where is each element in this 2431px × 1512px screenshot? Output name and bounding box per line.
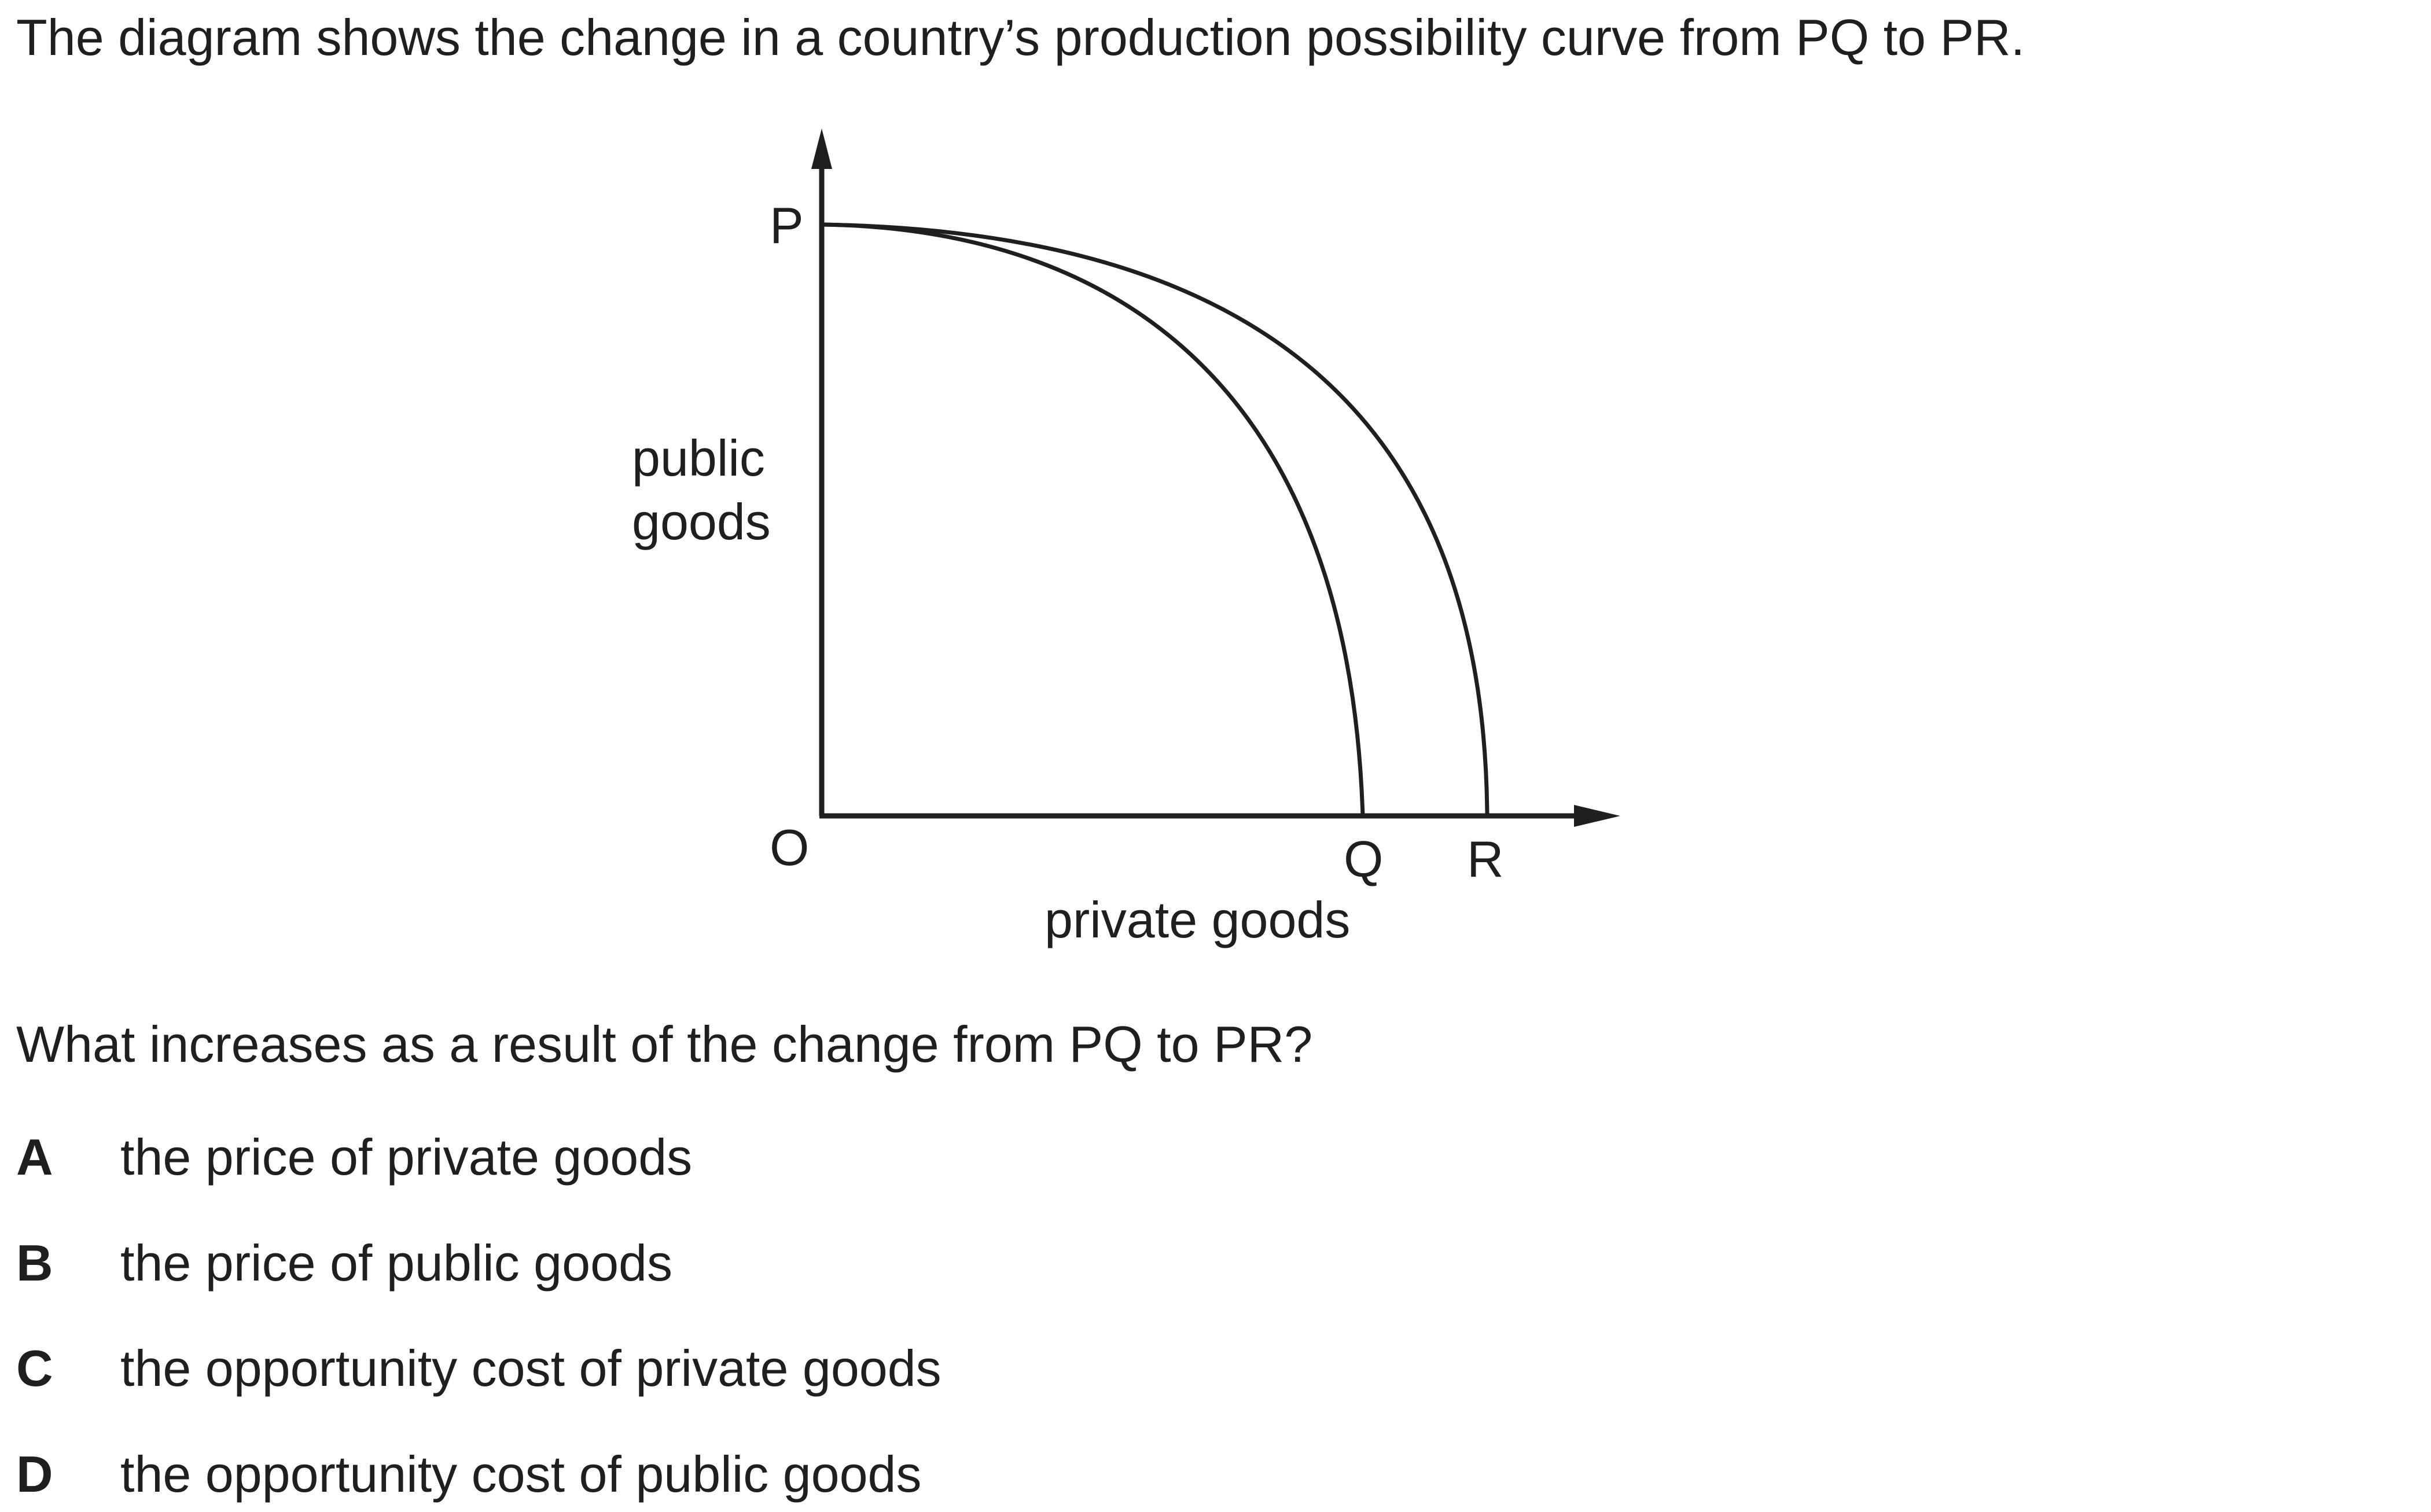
option-b-text: the price of public goods (120, 1234, 672, 1292)
y-axis-arrowhead (811, 128, 832, 169)
curve-pq (821, 222, 1365, 816)
x-axis-arrowhead (1574, 805, 1620, 827)
curve-pr (821, 222, 1490, 816)
x-axis-label: private goods (1045, 891, 1350, 948)
option-d-text: the opportunity cost of public goods (120, 1445, 922, 1503)
option-c-letter: C (16, 1340, 53, 1397)
label-q: Q (1344, 830, 1383, 888)
y-axis-label-line2: goods (632, 493, 771, 550)
label-r: R (1467, 830, 1504, 888)
option-d-letter: D (16, 1445, 53, 1503)
intro-text: The diagram shows the change in a countr… (16, 9, 2025, 66)
option-a-letter: A (16, 1128, 53, 1186)
question-text: What increases as a result of the change… (16, 1016, 1313, 1073)
option-b-letter: B (16, 1234, 53, 1292)
option-a-text: the price of private goods (120, 1128, 693, 1186)
option-c-text: the opportunity cost of private goods (120, 1340, 941, 1397)
y-axis-label-line1: public (632, 429, 765, 487)
ppc-diagram: P O Q R public goods private goods (632, 128, 1620, 948)
label-o: O (770, 819, 809, 876)
label-p: P (770, 197, 804, 254)
